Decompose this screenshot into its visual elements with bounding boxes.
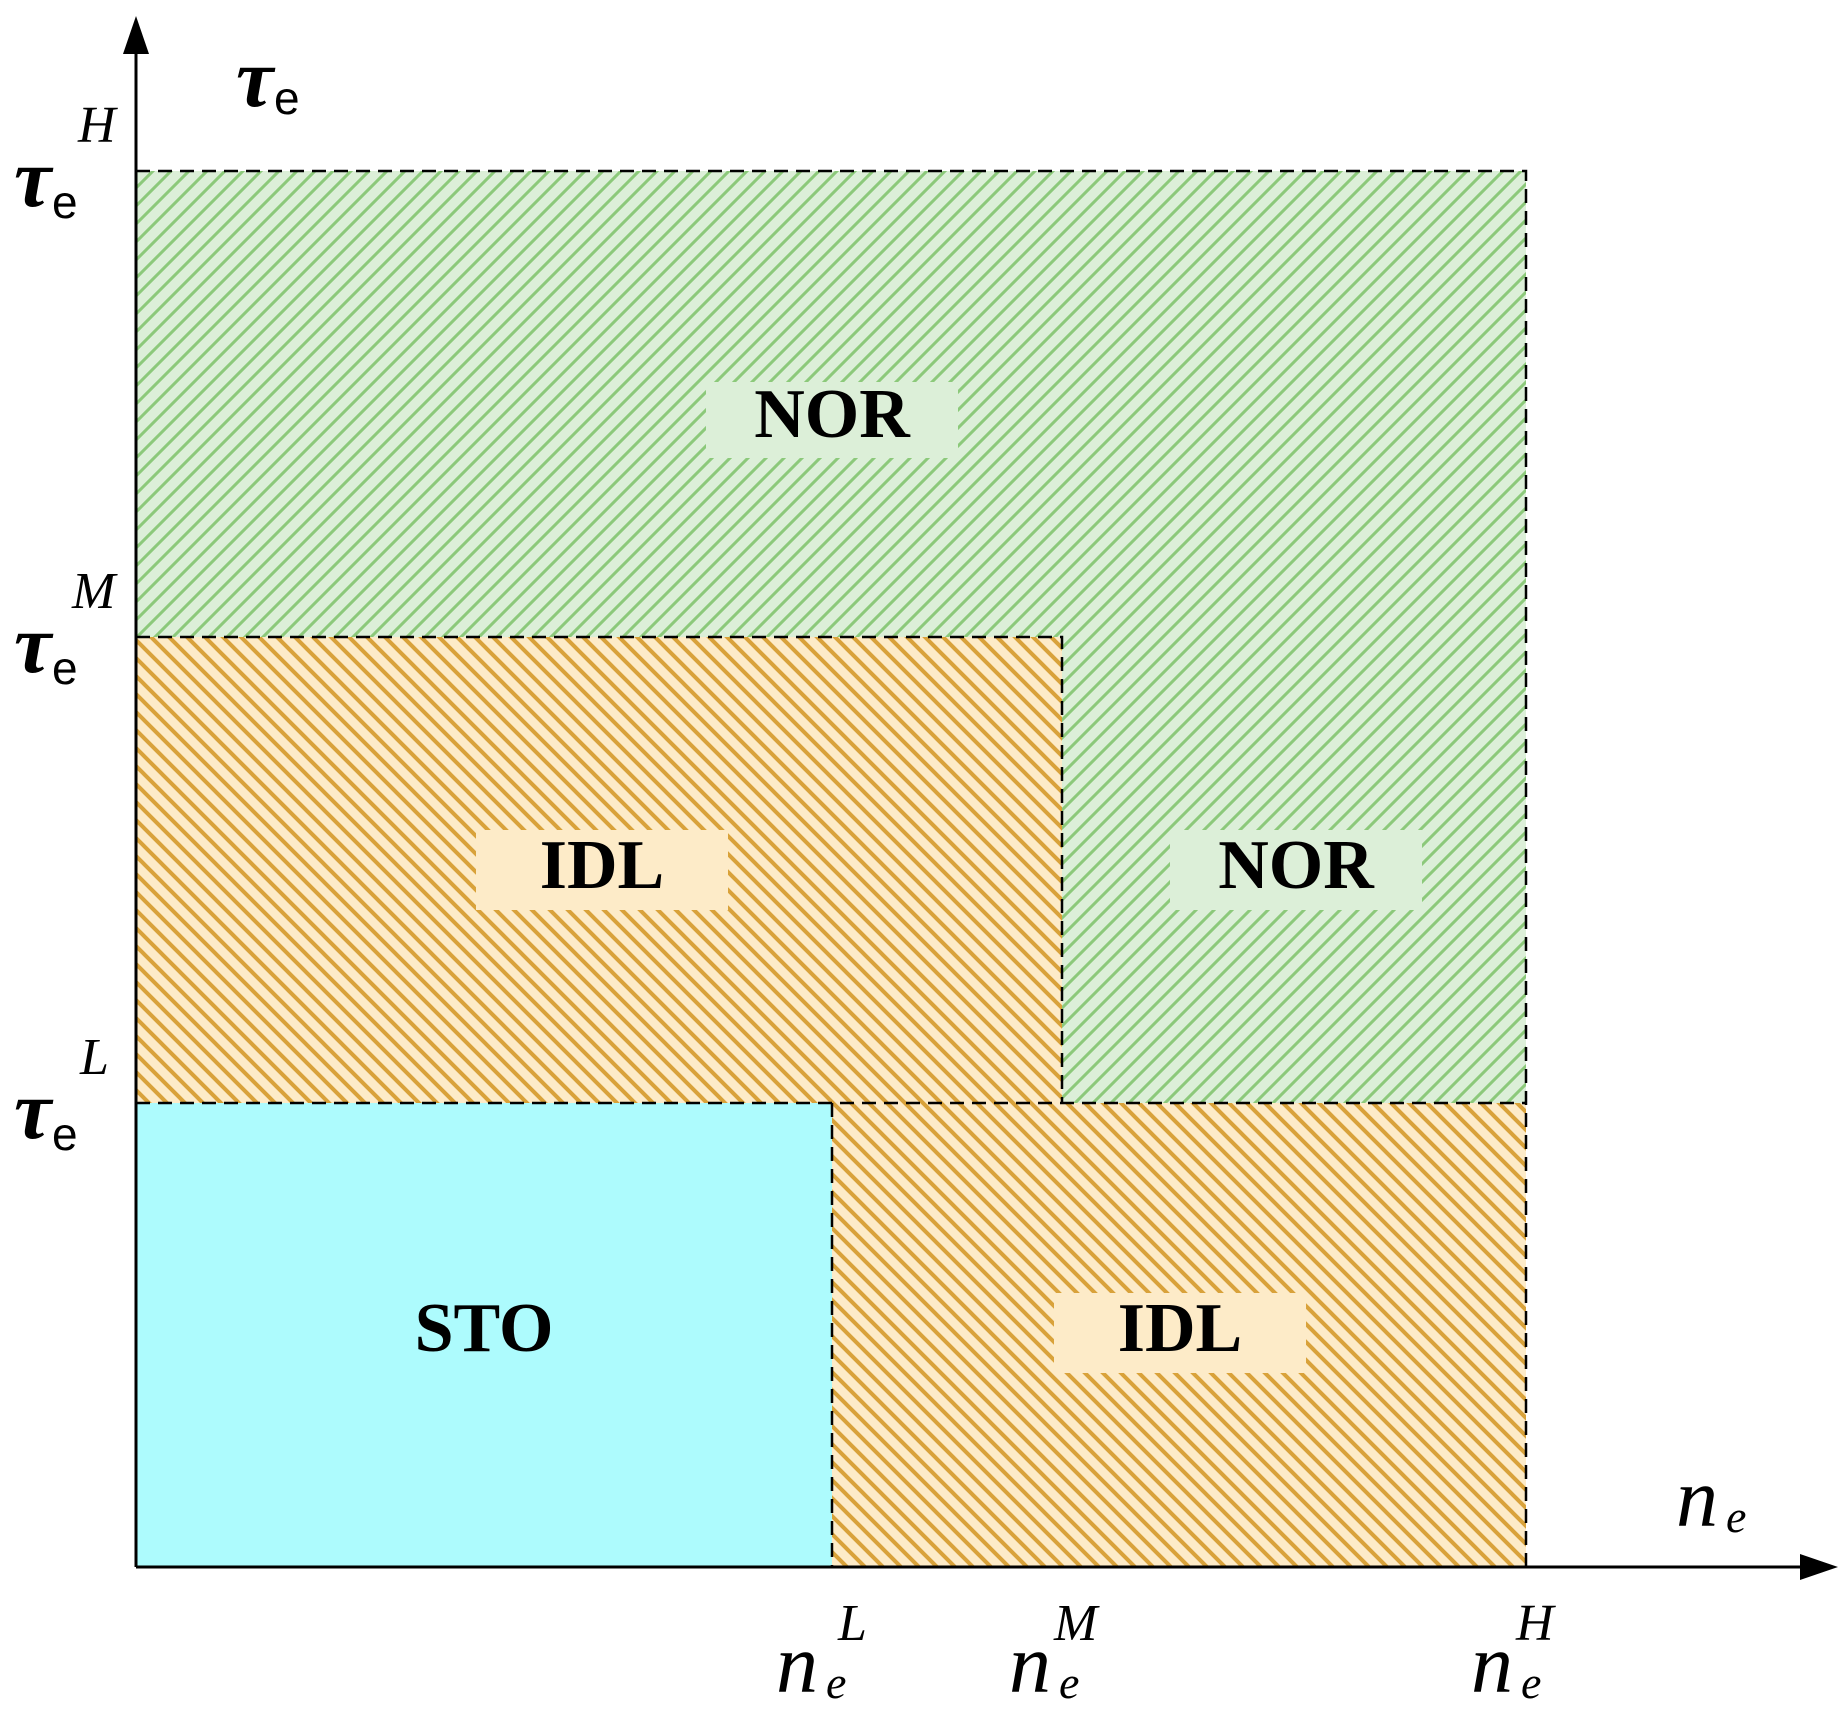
- x-arrow: [1800, 1554, 1838, 1580]
- x-tick: n: [776, 1618, 818, 1711]
- y-tick: τ: [14, 1064, 54, 1157]
- y-tick-sub: e: [52, 642, 78, 694]
- label-bg: [1170, 830, 1422, 910]
- y-axis-label-sub: e: [274, 72, 300, 124]
- y-tick-sup: L: [79, 1029, 109, 1086]
- y-tick: τ: [14, 598, 54, 691]
- y-tick-sub: e: [52, 176, 78, 228]
- region-label: NOR: [1218, 827, 1375, 904]
- y-tick-sup: M: [71, 563, 118, 620]
- x-tick: n: [1471, 1618, 1513, 1711]
- label-bg: [1054, 1293, 1306, 1373]
- x-axis-label-sub: e: [1726, 1491, 1746, 1542]
- region-label: NOR: [754, 376, 911, 453]
- label-bg: [476, 830, 728, 910]
- region-label: IDL: [1118, 1290, 1242, 1367]
- x-axis-label: n: [1676, 1452, 1718, 1545]
- y-tick: τ: [14, 132, 54, 225]
- x-tick-sub: e: [826, 1657, 846, 1708]
- x-tick-sub: e: [1521, 1657, 1541, 1708]
- region-border: [136, 635, 1526, 1567]
- x-tick: n: [1009, 1618, 1051, 1711]
- x-tick-sup: H: [1515, 1595, 1556, 1652]
- x-tick-sup: M: [1053, 1595, 1100, 1652]
- x-tick-sup: L: [837, 1595, 867, 1652]
- y-tick-sub: e: [52, 1108, 78, 1160]
- region-sto: [136, 1103, 832, 1567]
- region-label: IDL: [540, 827, 664, 904]
- region-label: STO: [415, 1290, 554, 1367]
- label-bg: [706, 382, 958, 458]
- y-axis-label: τ: [236, 32, 276, 125]
- y-tick-sup: H: [77, 97, 118, 154]
- x-tick-sub: e: [1059, 1657, 1079, 1708]
- y-arrow: [123, 16, 149, 54]
